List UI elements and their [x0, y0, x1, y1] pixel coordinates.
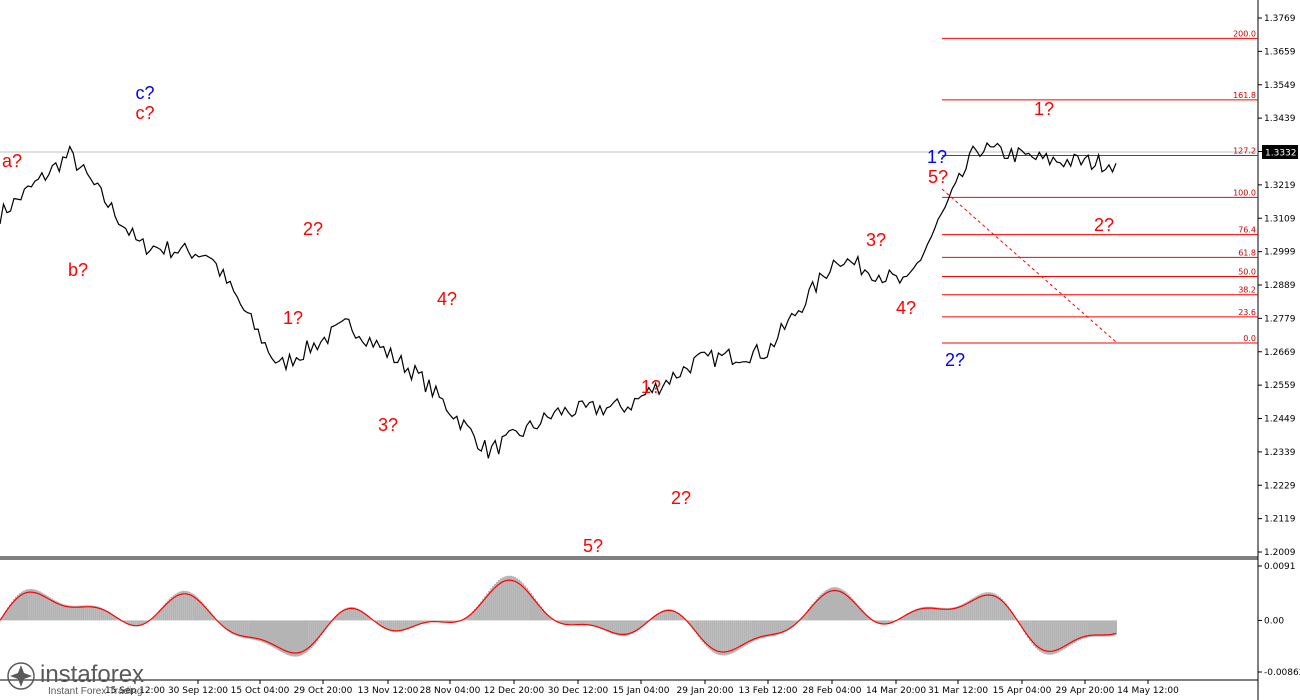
time-tick-label: 15 Sep 12:00 — [105, 686, 165, 696]
time-tick-label: 15 Jan 04:00 — [613, 686, 670, 696]
price-tick-label: 1.3769 — [1264, 14, 1296, 24]
time-axis: 15 Sep 12:00 30 Sep 12:00 15 Oct 04:00 29 O… — [0, 679, 1258, 696]
fibonacci-level-label: 0.0 — [1243, 334, 1256, 343]
fibonacci-level-label: 127.2 — [1233, 146, 1256, 155]
time-tick-label: 31 Mar 12:00 — [928, 686, 988, 696]
star-burst-icon — [7, 662, 35, 690]
price-tick-label: 1.3219 — [1264, 181, 1296, 191]
current-price-tag: 1.3332 — [1262, 145, 1298, 159]
fibonacci-level-label: 23.6 — [1238, 308, 1256, 317]
wave-label: 2? — [303, 219, 323, 239]
wave-label: 1? — [1034, 99, 1054, 119]
price-tick-label: 1.2009 — [1264, 548, 1296, 558]
wave-label: 1? — [283, 308, 303, 328]
time-tick-label: 14 May 12:00 — [1117, 686, 1179, 696]
wave-label: 4? — [896, 298, 916, 318]
time-tick-label: 30 Dec 12:00 — [548, 686, 609, 696]
wave-label: 5? — [928, 167, 948, 187]
price-tick-label: 1.3659 — [1264, 47, 1296, 57]
price-tick-label: 1.2889 — [1264, 281, 1296, 291]
fibonacci-level-label: 76.4 — [1238, 226, 1256, 235]
oscillator-tick-label: 0.0091 — [1264, 562, 1296, 572]
fibonacci-level-label: 50.0 — [1238, 268, 1256, 277]
price-tick-label: 1.2669 — [1264, 348, 1296, 358]
fibonacci-level-label: 38.2 — [1238, 286, 1256, 295]
wave-label: 1? — [641, 377, 661, 397]
wave-label: 4? — [437, 289, 457, 309]
instaforex-logo: instaforex Instant Forex Trading — [7, 661, 144, 697]
price-tick-label: 1.2449 — [1264, 415, 1296, 425]
time-tick-label: 14 Mar 20:00 — [866, 686, 926, 696]
time-tick-label: 13 Feb 12:00 — [738, 686, 797, 696]
time-tick-label: 29 Oct 20:00 — [294, 686, 353, 696]
oscillator-axis: 0.0091 0.00 -0.00862 — [1258, 562, 1300, 678]
fibonacci-level-label: 200.0 — [1233, 29, 1256, 38]
price-tick-label: 1.2779 — [1264, 314, 1296, 324]
wave-label: 1? — [927, 147, 947, 167]
wave-labels: a?b?c?c?1?2?3?4?5?1?2?3?4?1?5?2?1?2? — [2, 83, 1114, 556]
wave-label: a? — [2, 151, 22, 171]
price-tick-label: 1.3439 — [1264, 114, 1296, 124]
wave-label: 3? — [378, 415, 398, 435]
wave-label: 5? — [583, 536, 603, 556]
time-tick-label: 12 Dec 20:00 — [484, 686, 545, 696]
price-tick-label: 1.2339 — [1264, 448, 1296, 458]
oscillator-signal-line — [0, 579, 1117, 654]
fibonacci-trend-line — [941, 188, 1117, 343]
wave-label: b? — [68, 260, 88, 280]
oscillator-tick-label: 0.00 — [1264, 616, 1284, 626]
fibonacci-level-label: 100.0 — [1233, 188, 1256, 197]
oscillator-panel: 0.0091 0.00 -0.00862 — [0, 558, 1300, 678]
price-tick-label: 1.3109 — [1264, 214, 1296, 224]
fibonacci-level-label: 61.8 — [1238, 248, 1256, 257]
time-tick-label: 13 Nov 12:00 — [358, 686, 419, 696]
time-tick-label: 30 Sep 12:00 — [168, 686, 228, 696]
wave-label: 2? — [945, 350, 965, 370]
price-tick-label: 1.2229 — [1264, 481, 1296, 491]
time-tick-label: 28 Feb 04:00 — [802, 686, 861, 696]
price-series-line — [0, 141, 1117, 459]
price-tick-label: 1.2559 — [1264, 381, 1296, 391]
fibonacci-levels: 200.0 161.8 127.2 100.0 76.4 61.8 50.0 38.2 23.6… — [942, 29, 1258, 344]
time-tick-label: 15 Apr 04:00 — [993, 686, 1052, 696]
price-tick-label: 1.3549 — [1264, 81, 1296, 91]
oscillator-tick-label: -0.00862 — [1264, 668, 1300, 678]
price-tick-label: 1.2119 — [1264, 515, 1296, 525]
time-tick-label: 29 Apr 20:00 — [1056, 686, 1115, 696]
wave-label: 3? — [866, 230, 886, 250]
fibonacci-level-label: 161.8 — [1233, 91, 1256, 100]
wave-label: c? — [135, 103, 154, 123]
time-tick-label: 15 Oct 04:00 — [231, 686, 290, 696]
price-tick-label: 1.2999 — [1264, 248, 1296, 258]
time-tick-label: 29 Jan 20:00 — [677, 686, 734, 696]
logo-name: instaforex — [40, 661, 144, 688]
wave-label: c? — [135, 83, 154, 103]
wave-label: 2? — [1094, 215, 1114, 235]
logo-tagline: Instant Forex Trading — [48, 686, 143, 697]
time-tick-label: 28 Nov 04:00 — [420, 686, 481, 696]
current-price-text: 1.3332 — [1265, 149, 1297, 159]
wave-label: 2? — [671, 488, 691, 508]
